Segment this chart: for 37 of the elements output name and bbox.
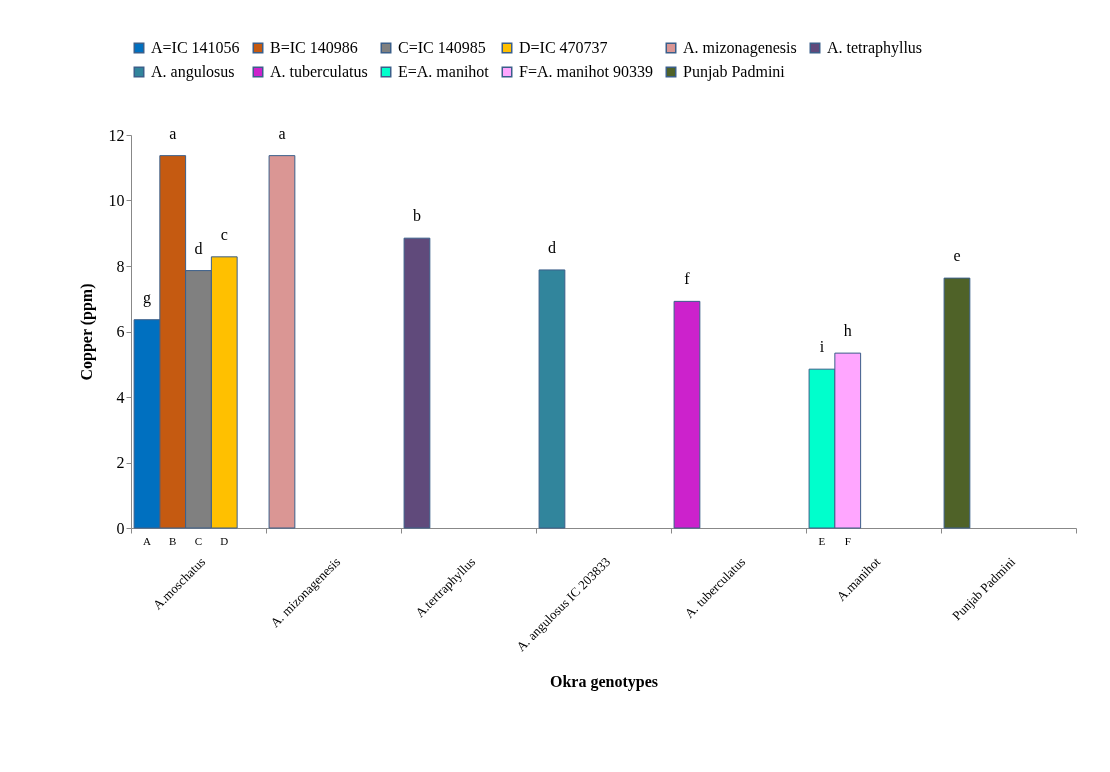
data-label: d xyxy=(194,239,203,257)
y-tick-label: 0 xyxy=(116,519,125,537)
text: E xyxy=(818,535,826,547)
data-label: b xyxy=(412,207,421,225)
legend-label: D=IC 470737 xyxy=(519,39,608,56)
legend-label: E=A. manihot xyxy=(398,63,490,80)
legend-label: B=IC 140986 xyxy=(270,39,358,56)
y-tick-label: 4 xyxy=(116,388,125,406)
data-label: g xyxy=(142,288,151,307)
text: A xyxy=(143,535,151,547)
text: D xyxy=(220,535,229,547)
data-label: c xyxy=(220,225,228,243)
legend-label: A. angulosus xyxy=(151,63,235,81)
y-tick-label: 10 xyxy=(108,192,125,209)
data-label: a xyxy=(169,124,177,142)
data-label: e xyxy=(953,247,961,265)
data-label: d xyxy=(547,238,556,256)
data-label: a xyxy=(278,124,286,142)
y-tick-label: 6 xyxy=(116,323,125,340)
legend-label: F=A. manihot 90339 xyxy=(519,63,653,80)
text: F xyxy=(844,535,851,547)
y-tick-label: 12 xyxy=(108,126,125,144)
data-label: h xyxy=(843,322,852,340)
y-axis-title: Copper (ppm) xyxy=(77,283,96,381)
legend-label: Punjab Padmini xyxy=(683,63,786,81)
data-label: f xyxy=(684,270,691,288)
legend-label: A. tetraphyllus xyxy=(827,39,923,57)
legend-label: A. tuberculatus xyxy=(270,63,368,80)
y-tick-label: 2 xyxy=(116,454,125,471)
text: C xyxy=(194,535,203,547)
data-label: i xyxy=(819,338,825,356)
legend-label: A. mizonagenesis xyxy=(683,39,797,57)
text: B xyxy=(169,535,177,547)
legend-label: C=IC 140985 xyxy=(398,39,486,56)
x-axis-title: Okra genotypes xyxy=(550,673,658,692)
y-tick-label: 8 xyxy=(116,257,125,275)
legend-label: A=IC 141056 xyxy=(151,39,240,56)
